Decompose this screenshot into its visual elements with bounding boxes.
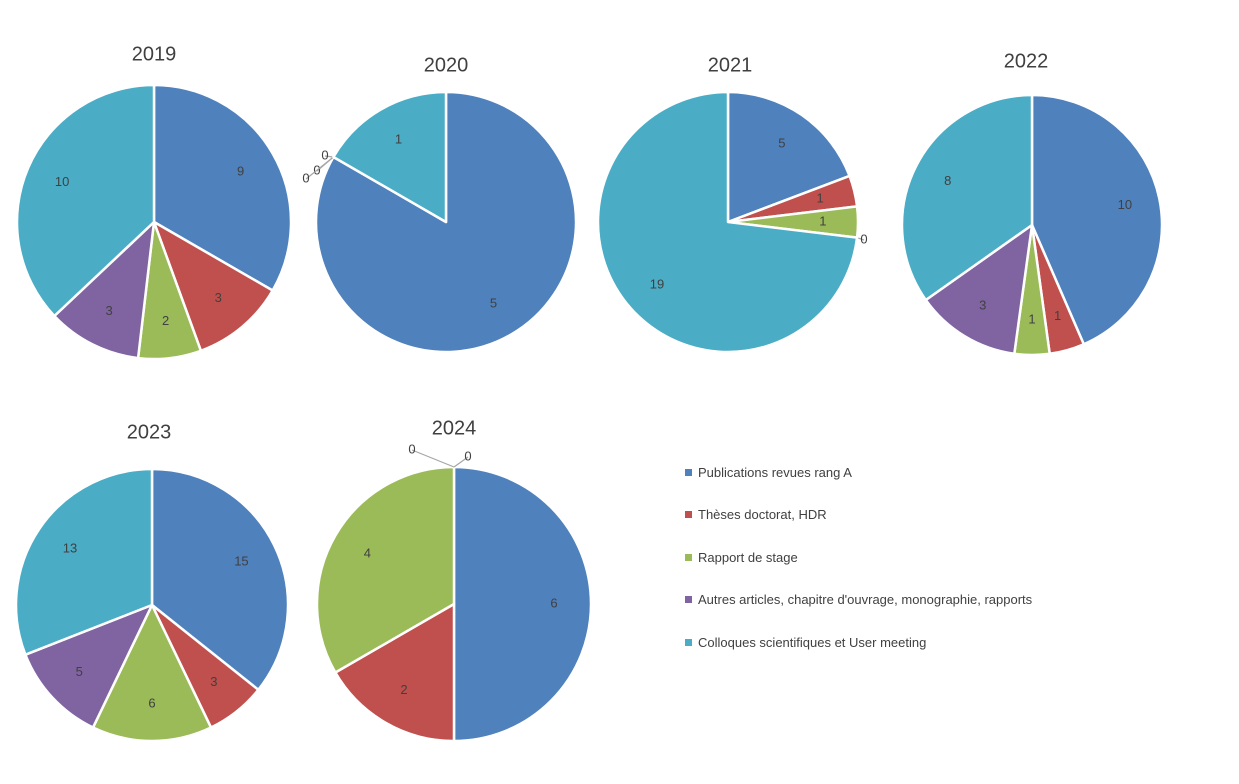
chart-title-2019: 2019 — [132, 43, 177, 65]
data-label-2022-theses: 1 — [1054, 308, 1061, 323]
pie-slice-2023-rapport-stage — [91, 603, 213, 743]
data-label-2024-rapport-stage: 4 — [364, 545, 371, 560]
data-label-2019-autres-articles: 3 — [105, 303, 112, 318]
legend-label-rapport-stage: Rapport de stage — [698, 549, 798, 565]
chart-title-2021: 2021 — [708, 54, 753, 76]
leader-line-2020-autres-articles — [305, 156, 334, 180]
legend-item-colloques: Colloques scientifiques et User meeting — [685, 632, 1032, 652]
data-label-2024-publications: 6 — [550, 595, 557, 610]
pie-slice-2019-colloques — [15, 83, 156, 318]
data-label-2020-theses: 0 — [321, 147, 328, 162]
pie-chart-2023: 2023 15 3 6 5 13 — [14, 421, 290, 743]
data-label-2019-rapport-stage: 2 — [162, 313, 169, 328]
data-label-2020-autres-articles: 0 — [302, 170, 309, 185]
legend-label-colloques: Colloques scientifiques et User meeting — [698, 634, 927, 650]
data-label-2022-colloques: 8 — [944, 173, 951, 188]
data-label-2023-publications: 15 — [234, 553, 248, 568]
chart-title-2024: 2024 — [432, 417, 477, 439]
data-label-2023-autres-articles: 5 — [76, 664, 83, 679]
legend-item-rapport-stage: Rapport de stage — [685, 547, 1032, 567]
pie-slice-2021-publications — [726, 90, 851, 224]
pie-slice-2023-autres-articles — [24, 603, 154, 729]
legend-item-autres-articles: Autres articles, chapitre d'ouvrage, mon… — [685, 590, 1032, 610]
pie-chart-2020: 202050001 — [302, 54, 578, 354]
pie-slice-2019-publications — [152, 83, 293, 292]
pie-slice-2024-rapport-stage — [315, 465, 456, 674]
legend-swatch-publications — [685, 468, 692, 476]
data-label-2021-theses: 1 — [817, 191, 824, 206]
pie-slice-2020-colloques — [332, 90, 448, 224]
chart-title-2023: 2023 — [127, 421, 172, 443]
legend-item-publications: Publications revues rang A — [685, 462, 1032, 482]
pie-chart-2019: 2019 9 3 2 3 10 — [15, 43, 293, 361]
data-label-2024-theses: 2 — [400, 682, 407, 697]
data-label-2023-rapport-stage: 6 — [148, 696, 155, 711]
pie-slice-2021-colloques — [596, 90, 859, 354]
data-label-2019-theses: 3 — [215, 290, 222, 305]
data-label-2021-autres-articles: 0 — [860, 231, 867, 246]
chart-legend: Publications revues rang A Thèses doctor… — [685, 462, 1032, 675]
data-label-2019-colloques: 10 — [55, 174, 69, 189]
pie-chart-2022: 2022 10 1 1 3 8 — [900, 50, 1164, 357]
data-label-2023-colloques: 13 — [63, 541, 77, 556]
data-label-2024-colloques: 0 — [464, 448, 471, 463]
leader-line-2020-theses — [324, 155, 334, 158]
data-label-2020-publications: 5 — [490, 296, 497, 311]
legend-label-autres-articles: Autres articles, chapitre d'ouvrage, mon… — [698, 592, 1033, 607]
legend-swatch-colloques — [685, 638, 692, 646]
data-label-2021-rapport-stage: 1 — [819, 213, 826, 228]
pie-slice-2023-publications — [150, 467, 290, 692]
data-label-2021-colloques: 19 — [650, 276, 664, 291]
pie-slice-2019-autres-articles — [53, 220, 156, 360]
data-label-2023-theses: 3 — [210, 674, 217, 689]
pie-slice-2019-theses — [152, 220, 274, 352]
data-label-2020-colloques: 1 — [395, 131, 402, 146]
leader-line-2024-colloques — [453, 456, 469, 468]
data-label-2021-publications: 5 — [778, 135, 785, 150]
legend-swatch-rapport-stage — [685, 553, 692, 561]
pie-chart-2024: 2024 6 2 4 0 0 — [315, 417, 593, 743]
data-label-2022-rapport-stage: 1 — [1028, 311, 1035, 326]
pie-slice-2022-autres-articles — [924, 223, 1034, 356]
chart-title-2022: 2022 — [1004, 50, 1049, 72]
data-label-2022-publications: 10 — [1118, 197, 1132, 212]
legend-swatch-theses — [685, 511, 692, 518]
data-label-2022-autres-articles: 3 — [979, 298, 986, 313]
chart-title-2020: 2020 — [424, 54, 469, 76]
data-label-2024-autres-articles: 0 — [408, 441, 415, 456]
pie-slice-2023-colloques — [14, 467, 154, 656]
data-label-2019-publications: 9 — [237, 163, 244, 178]
pie-slice-2022-colloques — [900, 93, 1034, 302]
pie-slice-2024-theses — [334, 602, 456, 743]
leader-line-2024-autres-articles — [411, 449, 455, 468]
legend-item-theses: Thèses doctorat, HDR — [685, 505, 1032, 525]
legend-label-theses: Thèses doctorat, HDR — [698, 507, 827, 522]
pie-slice-2022-publications — [1030, 93, 1164, 346]
legend-label-publications: Publications revues rang A — [698, 464, 852, 480]
legend-swatch-autres-articles — [685, 596, 692, 603]
pie-slice-2024-publications — [452, 465, 593, 743]
